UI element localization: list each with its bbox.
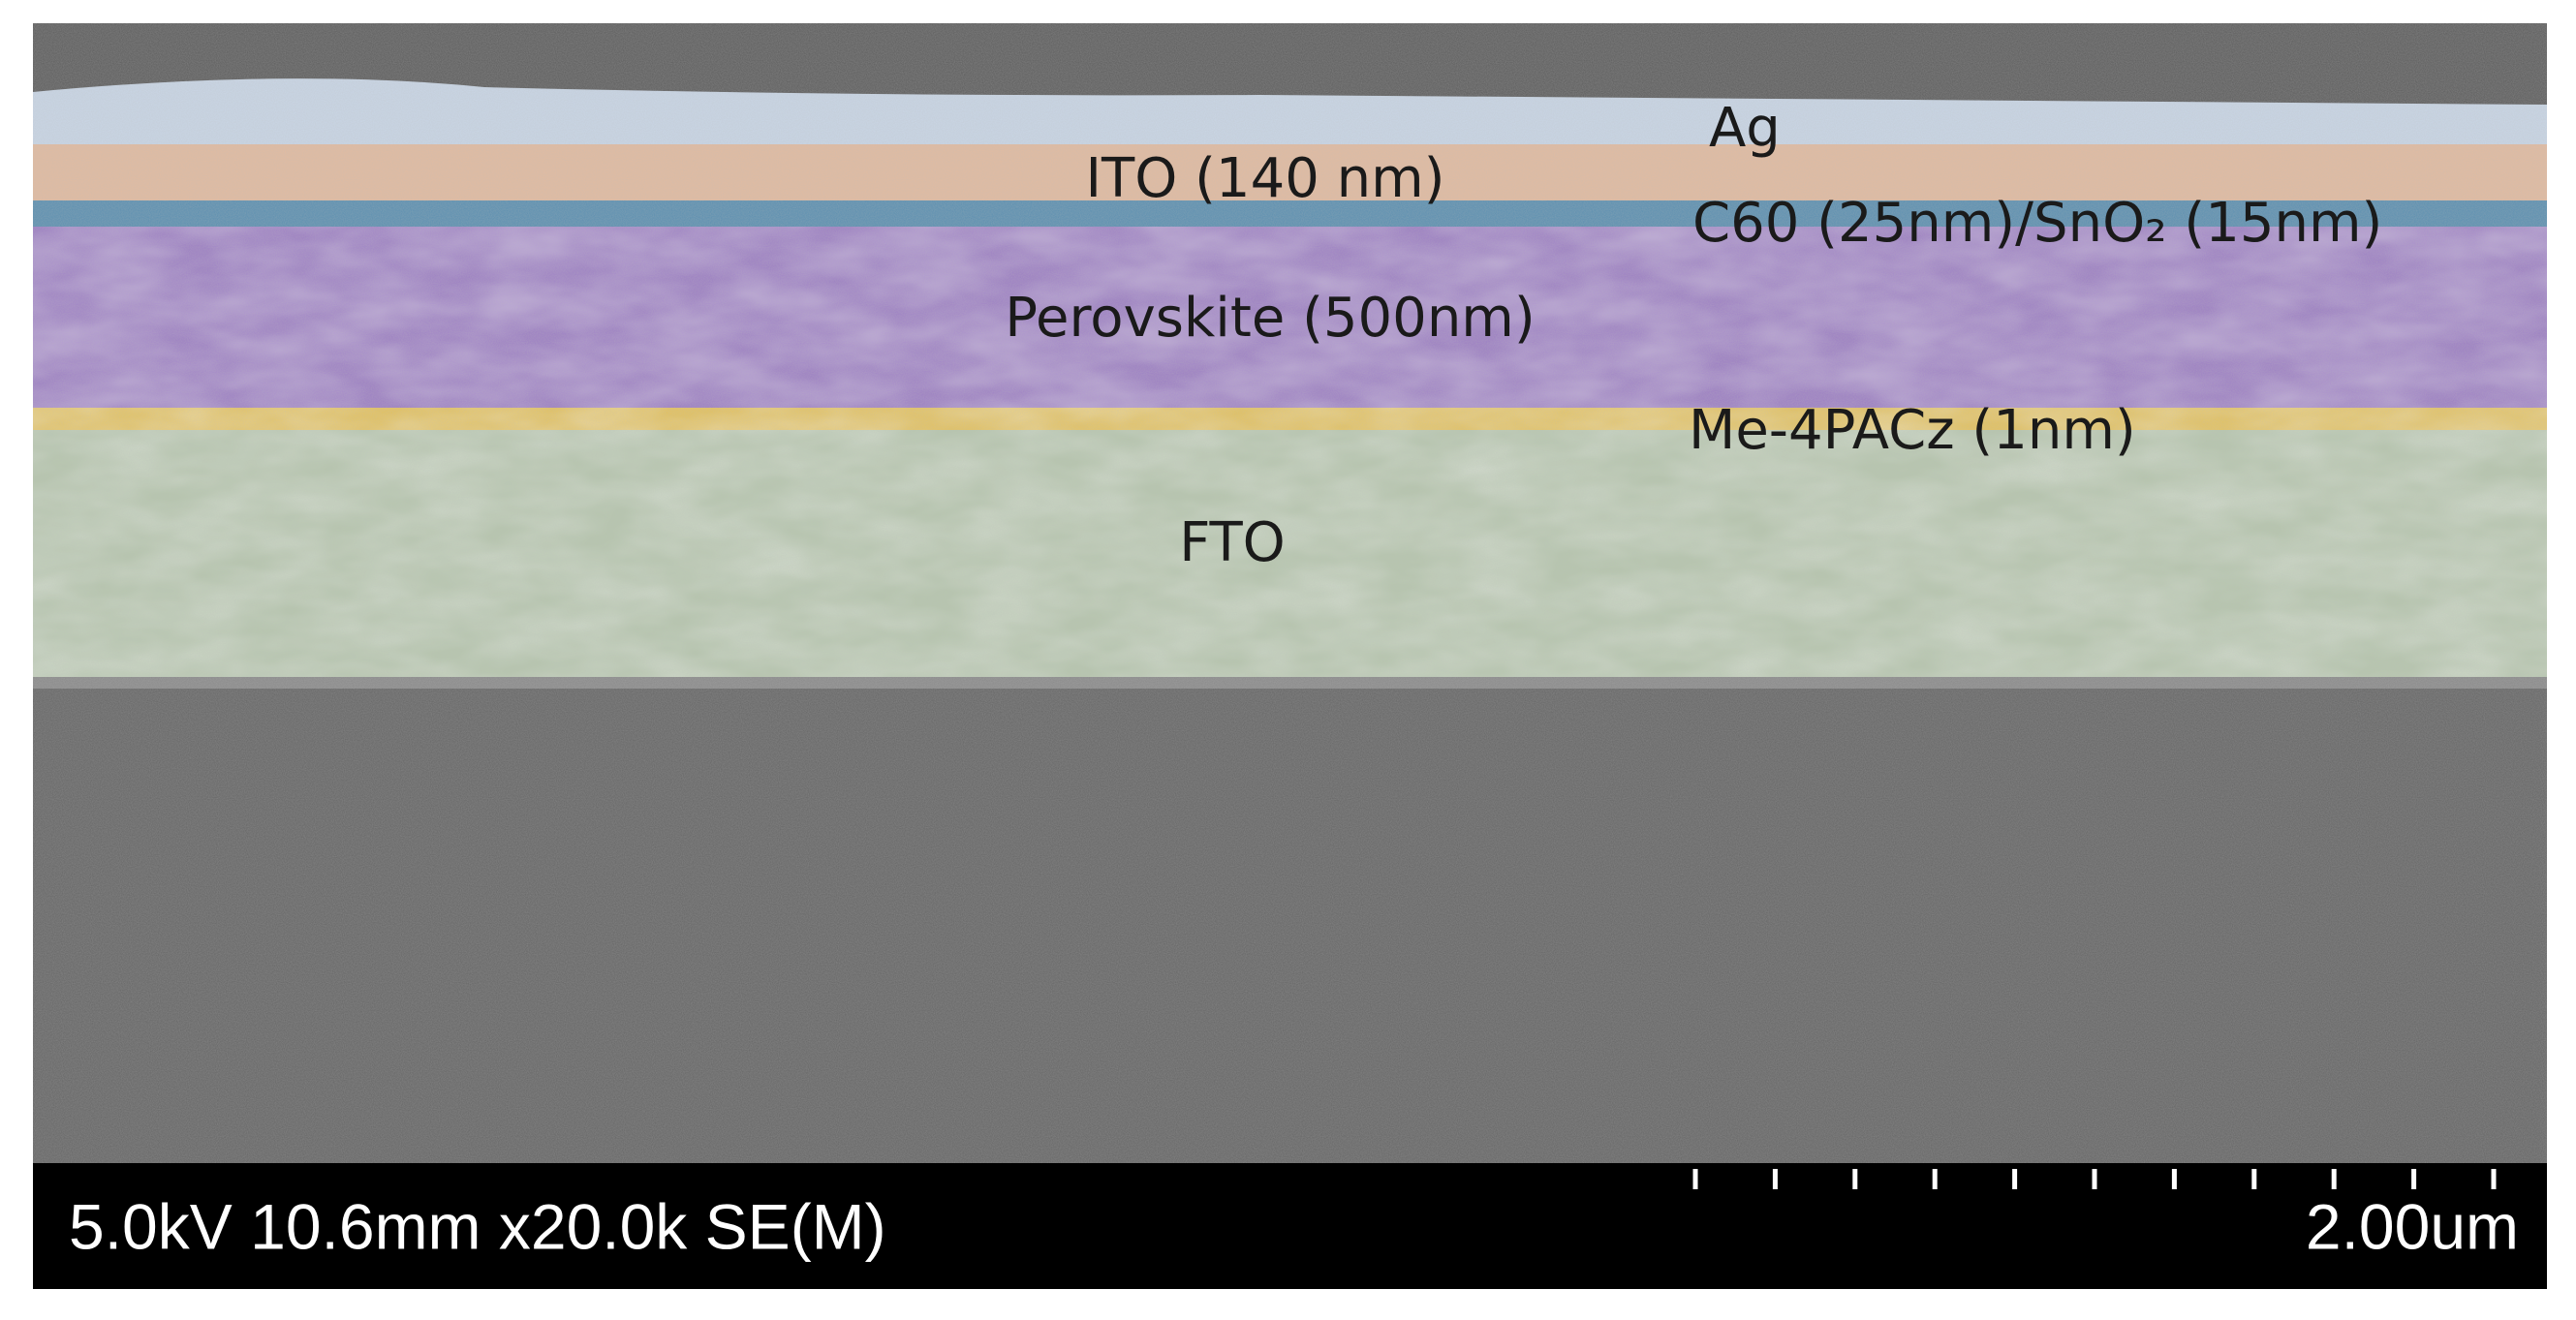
hole-layer-label: Me-4PACz (1nm) [1689, 399, 2136, 462]
scale-bar [1692, 1169, 2497, 1189]
conditions: 5.0kV 10.6mm x20.0k SE(M) [69, 1190, 886, 1262]
info-bar-bg [33, 1163, 2547, 1289]
micrograph [33, 23, 2547, 1163]
scale-label: 2.00um [2306, 1190, 2519, 1262]
etl-label: C60 (25nm)/SnO₂ (15nm) [1692, 192, 2382, 255]
fto-label: FTO [1179, 511, 1286, 574]
perovskite-label: Perovskite (500nm) [1005, 287, 1535, 350]
noise [33, 23, 2547, 1163]
ito-label: ITO (140 nm) [1085, 147, 1444, 210]
ag-label: Ag [1709, 97, 1781, 160]
info-bar: 5.0kV 10.6mm x20.0k SE(M) 2.00um [33, 1163, 2547, 1289]
